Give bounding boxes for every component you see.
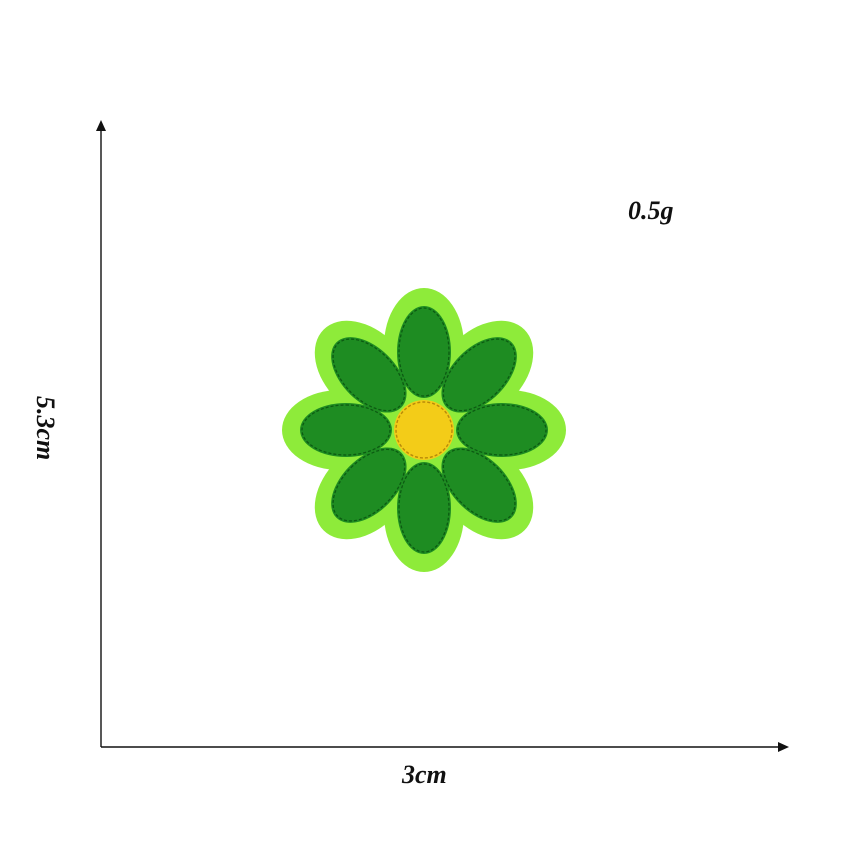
petal-8 <box>331 337 407 413</box>
petal-stitch-1 <box>398 307 450 397</box>
petal-stitch-7 <box>301 404 391 456</box>
petal-7 <box>300 403 392 457</box>
petals <box>300 306 548 554</box>
dimension-axes <box>96 120 789 752</box>
width-label: 3cm <box>402 760 447 789</box>
petal-4 <box>441 447 517 523</box>
petal-stitch-6 <box>332 448 406 522</box>
petal-stitch-4 <box>442 448 516 522</box>
flower-center-fill <box>394 400 454 460</box>
petal-stitch-2 <box>442 338 516 412</box>
petal-1 <box>397 306 451 398</box>
petal-2 <box>441 337 517 413</box>
petal-stitch-8 <box>332 338 406 412</box>
petal-6 <box>331 447 407 523</box>
petal-5 <box>397 462 451 554</box>
flower-patch <box>282 288 566 572</box>
petal-stitch-3 <box>457 404 547 456</box>
height-label: 5.3cm <box>31 396 60 461</box>
flower-center <box>394 400 454 460</box>
horizontal-arrow-head <box>778 742 789 752</box>
flower-center-stitch <box>395 401 453 459</box>
petal-3 <box>456 403 548 457</box>
vertical-arrow-head <box>96 120 106 131</box>
petal-stitch-5 <box>398 463 450 553</box>
weight-label: 0.5g <box>628 196 674 225</box>
